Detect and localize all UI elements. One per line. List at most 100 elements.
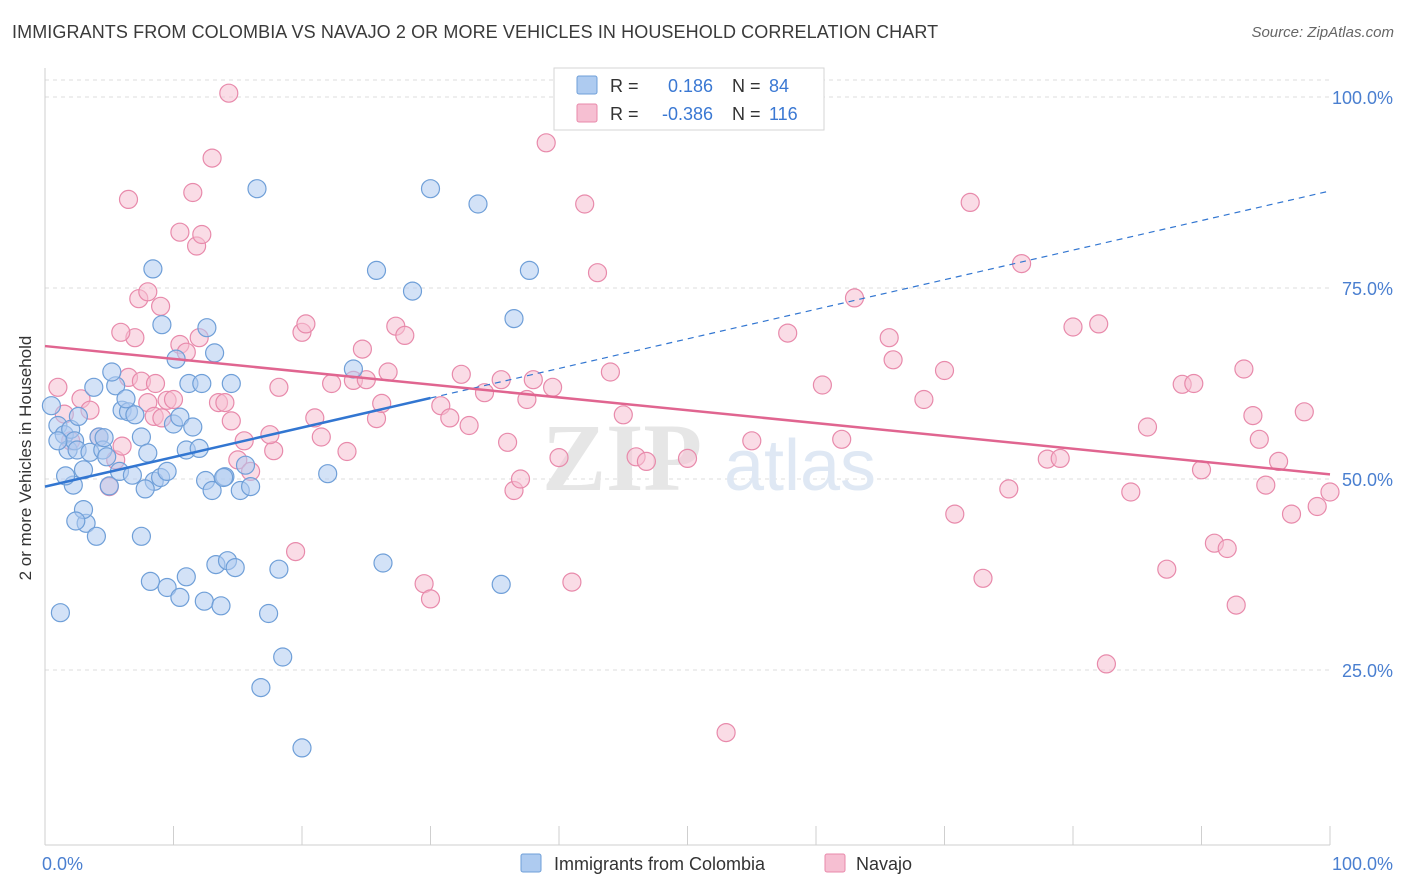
navajo-point <box>1226 595 1246 615</box>
stats-legend-box <box>553 67 825 131</box>
colombia-point <box>504 309 524 329</box>
colombia-point <box>366 260 387 280</box>
colombia-point <box>116 389 136 409</box>
colombia-point <box>140 571 160 592</box>
series-legend: Immigrants from Colombia Navajo <box>520 853 912 874</box>
navajo-point <box>883 350 903 370</box>
legend-swatch-navajo <box>576 103 598 123</box>
navajo-point <box>1191 460 1212 480</box>
colombia-point <box>251 677 271 698</box>
colombia-point <box>373 553 393 573</box>
navajo-point <box>459 415 479 436</box>
colombia-point <box>125 405 145 425</box>
navajo-point <box>286 541 306 562</box>
colombia-point <box>84 377 104 397</box>
navajo-point <box>498 432 518 452</box>
navajo-point <box>474 383 495 403</box>
colombia-point <box>194 591 214 611</box>
navajo-point <box>1320 482 1340 502</box>
legend-r-label-1: R = <box>610 76 639 96</box>
navajo-point <box>999 479 1019 499</box>
legend-r-value-1: 0.186 <box>668 76 713 96</box>
navajo-point <box>138 282 158 302</box>
navajo-point <box>1256 475 1276 495</box>
navajo-point <box>145 373 166 394</box>
navajo-point <box>337 441 357 462</box>
navajo-point <box>322 373 342 394</box>
navajo-point <box>1089 314 1109 334</box>
colombia-point <box>192 373 212 394</box>
chart-title: IMMIGRANTS FROM COLOMBIA VS NAVAJO 2 OR … <box>12 22 939 42</box>
colombia-point <box>183 417 203 437</box>
colombia-point <box>99 476 119 496</box>
colombia-point <box>241 477 261 497</box>
navajo-point <box>613 405 633 425</box>
navajo-point <box>378 362 398 382</box>
colombia-point <box>152 315 172 335</box>
colombia-point <box>97 447 117 467</box>
stats-legend: R = 0.186 N = 84 R = -0.386 N = 116 <box>553 67 825 131</box>
colombia-point <box>176 567 196 587</box>
source-label: Source: ZipAtlas.com <box>1251 24 1394 41</box>
colombia-point <box>197 318 217 338</box>
navajo-point <box>221 411 241 431</box>
legend-n-label-1: N = <box>732 76 761 96</box>
navajo-point <box>202 148 222 168</box>
legend-n-label-2: N = <box>732 104 761 124</box>
colombia-point <box>138 443 158 463</box>
colombia-point <box>273 647 293 667</box>
navajo-point <box>1137 417 1158 437</box>
colombia-point <box>50 603 71 623</box>
navajo-point <box>151 296 171 316</box>
colombia-point <box>205 343 225 363</box>
colombia-point <box>247 179 267 199</box>
navajo-point <box>600 362 621 382</box>
colombia-trend-line <box>44 396 431 488</box>
navajo-point <box>1184 373 1204 394</box>
navajo-point <box>170 222 190 242</box>
colombia-point <box>189 438 209 458</box>
x-tick-label-max: 100.0% <box>1332 854 1393 874</box>
navajo-point <box>778 323 798 343</box>
navajo-point <box>844 288 865 308</box>
navajo-point <box>1050 448 1070 468</box>
bottom-legend-swatch-colombia <box>520 853 542 873</box>
x-tick-label-min: 0.0% <box>42 854 83 874</box>
navajo-point <box>575 194 595 214</box>
navajo-point <box>1011 254 1032 274</box>
navajo-point <box>973 568 993 588</box>
colombia-point <box>143 259 163 279</box>
legend-r-label-2: R = <box>610 104 639 124</box>
navajo-point <box>296 314 316 334</box>
axes <box>44 68 1331 846</box>
y-tick-label: 50.0% <box>1342 470 1393 490</box>
navajo-point <box>542 377 563 397</box>
navajo-point <box>311 427 331 447</box>
legend-n-value-1: 84 <box>769 76 789 96</box>
colombia-point <box>157 577 177 598</box>
watermark: ZIP atlas <box>542 404 876 511</box>
navajo-point <box>1294 402 1314 422</box>
navajo-point <box>1121 482 1141 502</box>
gridlines <box>45 79 1330 671</box>
colombia-point <box>170 587 190 608</box>
navajo-point <box>215 393 235 413</box>
y-tick-label: 75.0% <box>1342 279 1393 299</box>
navajo-point <box>879 328 899 348</box>
bottom-legend-swatch-navajo <box>824 853 846 873</box>
navajo-point <box>163 389 184 410</box>
navajo-point <box>48 377 68 397</box>
navajo-point <box>192 224 212 245</box>
navajo-point <box>1307 496 1327 517</box>
navajo-point <box>118 189 139 209</box>
navajo-point <box>420 589 441 609</box>
colombia-point <box>135 479 155 499</box>
navajo-point <box>587 263 608 283</box>
colombia-point <box>41 396 62 416</box>
legend-r-value-2: -0.386 <box>662 104 713 124</box>
navajo-point <box>1243 406 1263 426</box>
colombia-trend-extension <box>430 190 1331 399</box>
navajo-point <box>960 192 980 212</box>
colombia-point <box>202 480 222 501</box>
colombia-point <box>68 406 89 426</box>
